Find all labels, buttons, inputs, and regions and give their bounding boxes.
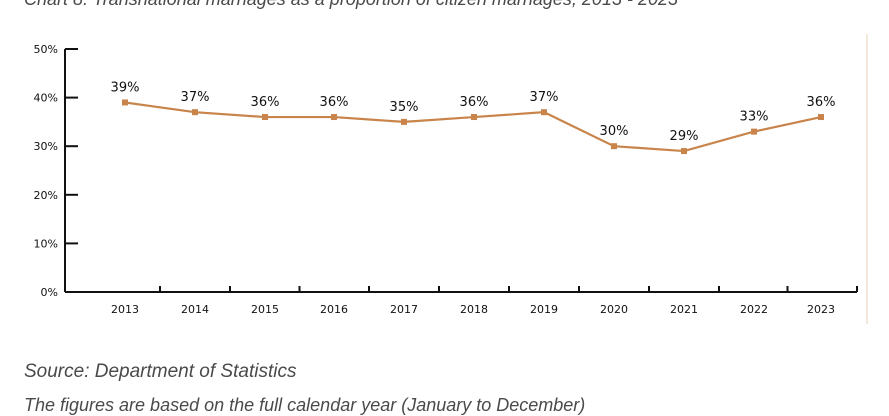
data-label-2013: 39% — [111, 80, 140, 95]
x-tick-label-2017: 2017 — [390, 303, 418, 316]
data-point-2021 — [681, 148, 687, 155]
line-chart: 0% 10% 20% 30% 40% 50% 2013 2014 2015 2016 2017 201… — [34, 43, 858, 316]
footnote: The figures are based on the full calend… — [24, 395, 586, 415]
x-tick-label-2021: 2021 — [670, 303, 698, 316]
data-label-2023: 36% — [807, 95, 836, 110]
x-tick-label-2022: 2022 — [740, 303, 768, 316]
y-tick-label-30: 30% — [34, 140, 58, 153]
chart-title: Chart 8: Transnational marriages as a pr… — [24, 0, 678, 10]
y-tick-label-10: 10% — [34, 237, 58, 250]
data-point-2019 — [541, 109, 547, 116]
data-label-2014: 37% — [181, 90, 210, 105]
data-label-2017: 35% — [390, 100, 419, 115]
data-label-2022: 33% — [740, 110, 769, 125]
data-point-2016 — [331, 114, 337, 121]
data-label-2018: 36% — [460, 95, 489, 110]
data-label-2019: 37% — [530, 90, 559, 105]
data-point-2013 — [122, 99, 128, 106]
x-tick-label-2018: 2018 — [460, 303, 488, 316]
x-tick-label-2015: 2015 — [251, 303, 279, 316]
data-point-2015 — [262, 114, 268, 121]
data-point-2022 — [751, 128, 757, 135]
y-tick-label-0: 0% — [41, 286, 58, 299]
data-point-2023 — [818, 114, 824, 121]
x-tick-label-2014: 2014 — [181, 303, 209, 316]
chart-frame-edge — [866, 34, 868, 324]
x-tick-label-2023: 2023 — [807, 303, 835, 316]
data-label-2016: 36% — [320, 95, 349, 110]
data-point-2017 — [401, 118, 407, 125]
data-point-2018 — [471, 114, 477, 121]
data-point-2014 — [192, 109, 198, 116]
data-point-2020 — [611, 143, 617, 150]
y-tick-label-50: 50% — [34, 43, 58, 56]
y-tick-label-20: 20% — [34, 189, 58, 202]
y-tick-label-40: 40% — [34, 92, 58, 105]
data-label-2020: 30% — [600, 124, 629, 139]
x-tick-label-2016: 2016 — [320, 303, 348, 316]
data-label-2015: 36% — [251, 95, 280, 110]
data-label-2021: 29% — [670, 129, 699, 144]
source-note: Source: Department of Statistics — [24, 361, 297, 382]
x-tick-label-2020: 2020 — [600, 303, 628, 316]
x-tick-label-2013: 2013 — [111, 303, 139, 316]
x-tick-label-2019: 2019 — [530, 303, 558, 316]
